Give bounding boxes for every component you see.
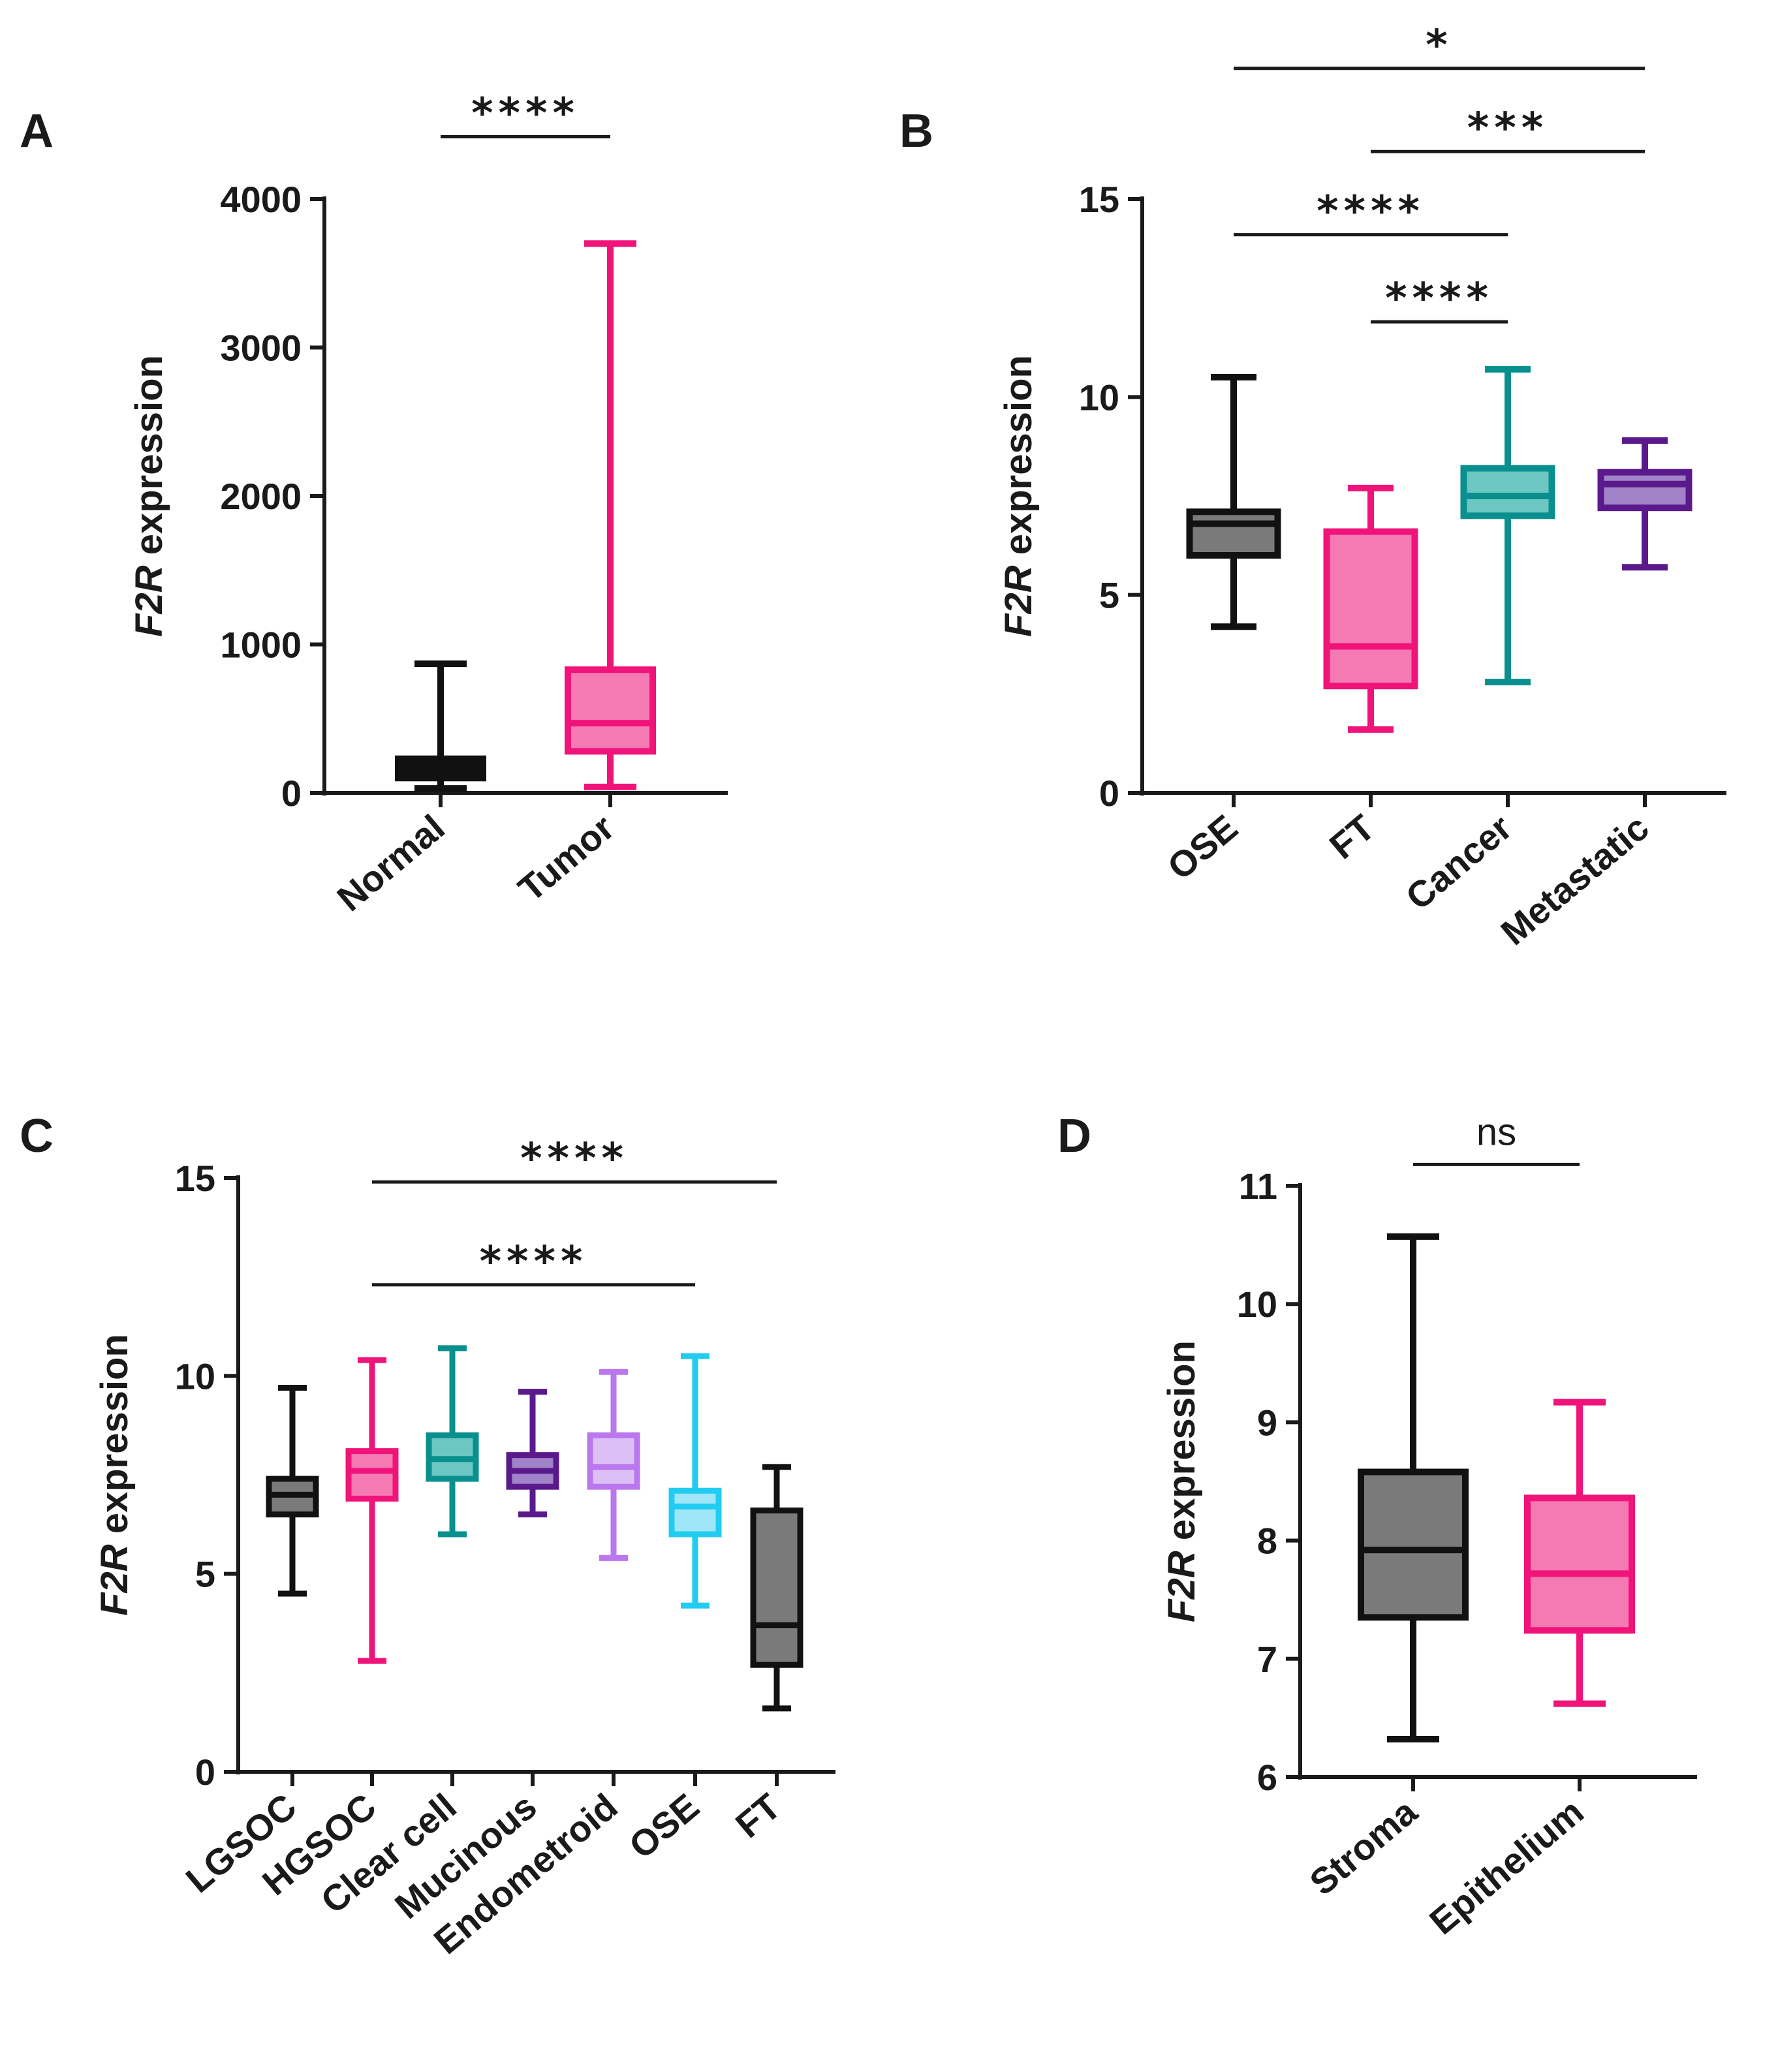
a-box-iqr bbox=[565, 666, 656, 755]
b-y-tick-label: 5 bbox=[1099, 575, 1119, 616]
b-y-axis-label-gene: F2R bbox=[997, 565, 1040, 637]
b-significance-label: **** bbox=[1385, 275, 1493, 323]
d-y-axis-label-rest: expression bbox=[1161, 1340, 1203, 1551]
d-y-tick-label: 6 bbox=[1257, 1757, 1277, 1798]
b-category-label: OSE bbox=[1160, 807, 1245, 888]
c-significance-label: **** bbox=[480, 1238, 588, 1286]
d-y-tick-label: 9 bbox=[1257, 1402, 1277, 1443]
a-y-axis-label: F2R expression bbox=[128, 355, 170, 637]
d-y-tick-label: 10 bbox=[1237, 1284, 1277, 1325]
c-category-label: FT bbox=[728, 1786, 788, 1846]
d-y-tick-label: 11 bbox=[1239, 1166, 1277, 1207]
c-y-tick-label: 0 bbox=[195, 1752, 215, 1793]
a-y-tick-label: 3000 bbox=[220, 328, 302, 369]
a-significance-label: **** bbox=[471, 89, 580, 138]
b-y-axis-label-rest: expression bbox=[997, 355, 1040, 565]
d-y-tick-label: 8 bbox=[1257, 1521, 1277, 1562]
b-category-label: Metastatic bbox=[1493, 807, 1656, 953]
a-category-label: Tumor bbox=[510, 807, 622, 910]
c-box-lgsoc: LGSOC bbox=[178, 1385, 319, 1900]
a-y-axis-label-rest: expression bbox=[128, 355, 170, 565]
a-y-tick-label: 4000 bbox=[220, 179, 302, 220]
d-category-label: Stroma bbox=[1302, 1790, 1425, 1903]
b-significance-label: *** bbox=[1467, 104, 1548, 153]
b-box-iqr bbox=[1186, 508, 1281, 559]
b-significance-label: * bbox=[1426, 22, 1452, 70]
d-significance-label: ns bbox=[1476, 1111, 1516, 1153]
a-y-tick-label: 0 bbox=[281, 773, 302, 814]
b-y-tick-label: 0 bbox=[1099, 773, 1119, 814]
c-y-tick-label: 15 bbox=[175, 1158, 215, 1199]
b-box-iqr bbox=[1597, 469, 1692, 512]
d-box-stroma: Stroma bbox=[1302, 1233, 1469, 1903]
b-category-label: FT bbox=[1322, 807, 1382, 867]
b-y-tick-label: 15 bbox=[1079, 179, 1119, 220]
d-box-iqr bbox=[1524, 1494, 1635, 1634]
panel-letter-d: D bbox=[1057, 1110, 1091, 1162]
d-y-axis-label-gene: F2R bbox=[1161, 1551, 1203, 1622]
b-y-tick-label: 10 bbox=[1079, 377, 1119, 418]
b-box-cancer: Cancer bbox=[1398, 365, 1555, 918]
a-y-axis-label-gene: F2R bbox=[128, 565, 170, 637]
c-box-iqr bbox=[345, 1448, 399, 1502]
b-box-ft: FT bbox=[1322, 484, 1418, 867]
c-box-iqr bbox=[750, 1508, 803, 1668]
d-y-axis-label: F2R expression bbox=[1161, 1340, 1203, 1622]
a-box-tumor: Tumor bbox=[510, 240, 656, 910]
b-box-iqr bbox=[1460, 465, 1555, 519]
c-box-iqr bbox=[587, 1432, 640, 1490]
c-category-label: OSE bbox=[621, 1786, 707, 1866]
c-y-tick-label: 5 bbox=[195, 1554, 215, 1595]
a-category-label: Normal bbox=[329, 807, 452, 919]
panel-letter-b: B bbox=[899, 105, 933, 157]
b-box-ose: OSE bbox=[1160, 374, 1281, 888]
c-box-ft: FT bbox=[728, 1464, 803, 1846]
c-y-tick-label: 10 bbox=[175, 1355, 215, 1397]
panel-letter-c: C bbox=[20, 1110, 54, 1162]
d-y-tick-label: 7 bbox=[1257, 1639, 1277, 1680]
a-y-tick-label: 1000 bbox=[220, 625, 302, 666]
c-significance-label: **** bbox=[520, 1135, 629, 1183]
c-y-axis-label-rest: expression bbox=[93, 1334, 136, 1544]
c-y-axis-label: F2R expression bbox=[93, 1334, 136, 1616]
b-category-label: Cancer bbox=[1398, 807, 1520, 918]
d-category-label: Epithelium bbox=[1422, 1791, 1591, 1942]
c-box-iqr bbox=[668, 1487, 722, 1538]
chart-panel-b: 0 5 10 15 F2R expression OSE FT CancerMetastati… bbox=[997, 22, 1726, 953]
c-y-axis-label-gene: F2R bbox=[93, 1544, 136, 1616]
b-y-axis-label: F2R expression bbox=[997, 355, 1040, 637]
b-significance-label: **** bbox=[1317, 188, 1425, 236]
a-y-tick-label: 2000 bbox=[220, 476, 302, 517]
d-box-iqr bbox=[1358, 1468, 1469, 1621]
chart-panel-a: 0 1000 2000 3000 4000 F2R expression Normal Tum… bbox=[128, 89, 728, 919]
panel-letter-a: A bbox=[20, 105, 54, 157]
b-box-iqr bbox=[1323, 528, 1418, 690]
